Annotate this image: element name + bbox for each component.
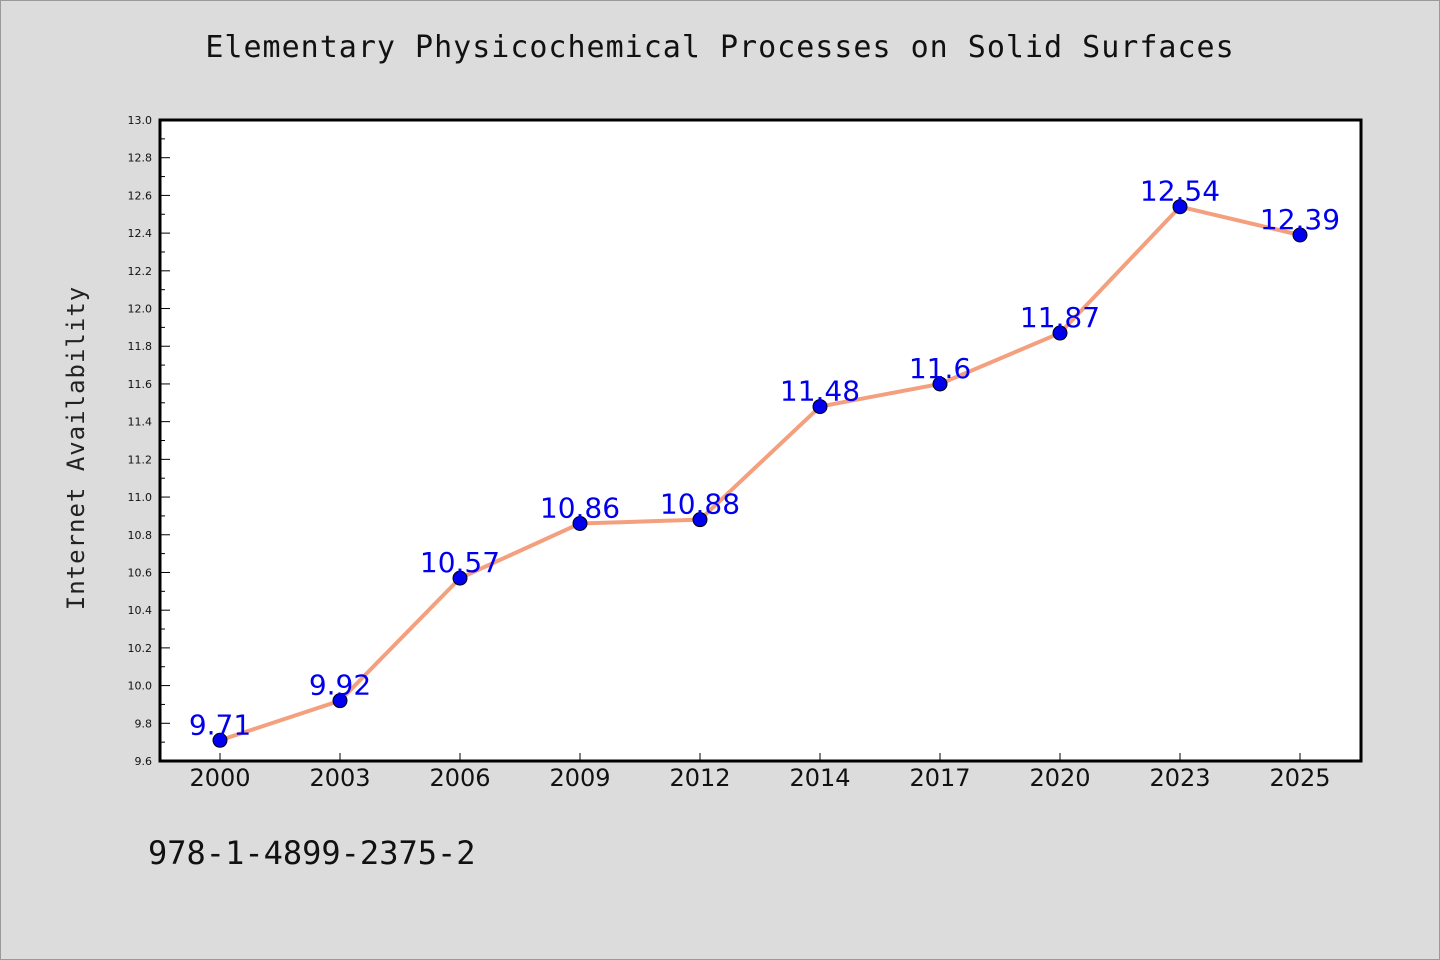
data-point — [1172, 199, 1188, 215]
data-point — [812, 399, 828, 415]
x-tick-label: 2023 — [1149, 764, 1210, 792]
data-label: 12.39 — [1260, 203, 1340, 236]
x-tick-label: 2003 — [309, 764, 370, 792]
y-tick-label: 10.0 — [128, 680, 153, 693]
data-point — [1052, 325, 1068, 341]
chart-title: Elementary Physicochemical Processes on … — [205, 30, 1235, 65]
y-tick-label: 12.4 — [128, 227, 153, 240]
data-point — [572, 515, 588, 531]
x-tick-label: 2006 — [429, 764, 490, 792]
x-tick-label: 2014 — [789, 764, 850, 792]
plot-area — [160, 120, 1361, 761]
y-tick-label: 11.0 — [128, 491, 153, 504]
data-point — [932, 376, 948, 392]
y-tick-label: 12.0 — [128, 303, 153, 316]
data-label: 9.92 — [309, 669, 371, 702]
data-point — [212, 732, 228, 748]
y-tick-label: 9.8 — [135, 717, 153, 730]
y-tick-label: 11.8 — [128, 340, 153, 353]
y-tick-label: 13.0 — [128, 114, 153, 127]
y-tick-label: 12.8 — [128, 152, 153, 165]
y-tick-label: 11.2 — [128, 453, 153, 466]
y-tick-label: 11.6 — [128, 378, 153, 391]
isbn-caption: 978-1-4899-2375-2 — [148, 834, 476, 872]
data-label: 10.86 — [540, 491, 620, 524]
data-label: 10.88 — [660, 488, 740, 521]
y-tick-label: 12.2 — [128, 265, 153, 278]
data-label: 10.57 — [420, 546, 500, 579]
y-tick-label: 9.6 — [135, 755, 153, 768]
series-line — [219, 204, 1301, 743]
data-label: 11.87 — [1020, 301, 1100, 334]
data-point — [332, 693, 348, 709]
x-tick-label: 2017 — [909, 764, 970, 792]
data-label: 11.6 — [909, 352, 971, 385]
data-point — [1292, 227, 1308, 243]
x-tick-label: 2025 — [1269, 764, 1330, 792]
x-tick-label: 2012 — [669, 764, 730, 792]
y-tick-label: 12.6 — [128, 189, 153, 202]
data-point — [692, 512, 708, 528]
x-tick-label: 2009 — [549, 764, 610, 792]
x-tick-label: 2020 — [1029, 764, 1090, 792]
data-label: 11.48 — [780, 375, 860, 408]
data-label: 9.71 — [189, 708, 251, 741]
y-tick-label: 10.2 — [128, 642, 153, 655]
data-label: 12.54 — [1140, 175, 1220, 208]
y-tick-label: 10.4 — [128, 604, 153, 617]
y-tick-label: 10.8 — [128, 529, 153, 542]
x-tick-label: 2000 — [189, 764, 250, 792]
data-point — [452, 570, 468, 586]
y-tick-label: 10.6 — [128, 566, 153, 579]
y-tick-label: 11.4 — [128, 416, 153, 429]
plot-border — [158, 118, 1363, 763]
